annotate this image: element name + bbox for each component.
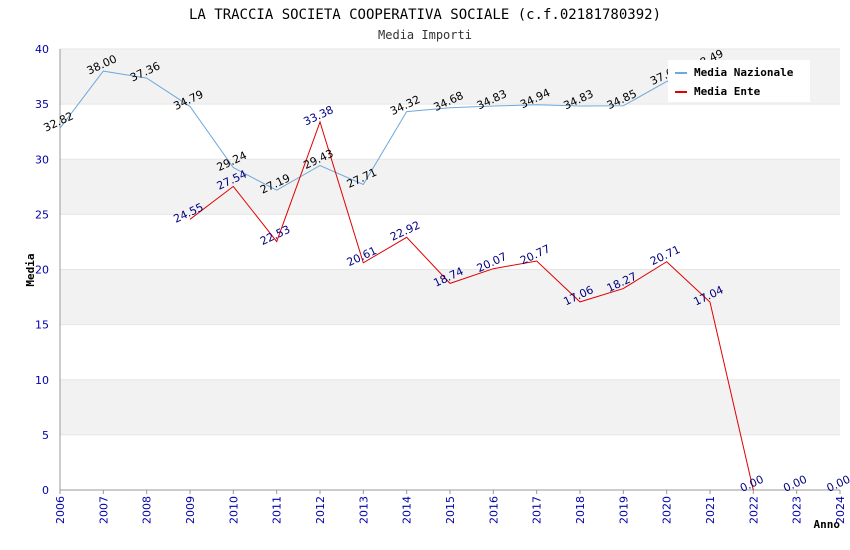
x-tick-label: 2012 [314, 496, 327, 524]
data-label: 0.00 [825, 473, 850, 495]
y-tick-label: 10 [35, 374, 49, 387]
grid-bands [60, 49, 840, 435]
x-tick-label: 2011 [271, 496, 284, 524]
x-tick-label: 2024 [834, 496, 847, 524]
y-tick-labels: 0 5 10 15 20 25 30 35 40 [35, 43, 49, 497]
x-tick-label: 2019 [617, 496, 630, 524]
x-tick-label: 2022 [747, 496, 760, 524]
y-tick-label: 20 [35, 264, 49, 277]
x-tick-label: 2016 [487, 496, 500, 524]
data-label: 20.71 [648, 243, 682, 268]
data-label: 20.61 [345, 244, 379, 269]
x-tick-label: 2009 [184, 496, 197, 524]
series-line-ente [189, 120, 754, 491]
chart-title: LA TRACCIA SOCIETA COOPERATIVA SOCIALE (… [189, 7, 661, 23]
x-tick-label: 2010 [227, 496, 240, 524]
y-tick-label: 30 [35, 153, 49, 166]
y-tick-label: 35 [35, 98, 49, 111]
x-tick-label: 2006 [54, 496, 67, 524]
y-tick-label: 0 [42, 484, 49, 497]
x-tick-label: 2023 [791, 496, 804, 524]
x-tick-label: 2008 [141, 496, 154, 524]
x-axis-label: Anno [814, 518, 841, 531]
grid-band [60, 379, 840, 435]
data-label: 0.00 [738, 473, 766, 495]
y-tick-label: 15 [35, 319, 49, 332]
grid-band [60, 269, 840, 325]
chart-subtitle: Media Importi [378, 28, 472, 42]
x-tick-label: 2007 [97, 496, 110, 524]
grid-band [60, 159, 840, 215]
y-tick-label: 5 [42, 429, 49, 442]
legend: Media Nazionale Media Ente [668, 60, 810, 102]
legend-label-nazionale: Media Nazionale [694, 66, 794, 79]
y-tick-label: 40 [35, 43, 49, 56]
x-tick-label: 2021 [704, 496, 717, 524]
data-label: 33.38 [301, 103, 335, 128]
series-lines [59, 65, 754, 491]
x-tick-label: 2017 [531, 496, 544, 524]
x-tick-label: 2013 [357, 496, 370, 524]
x-tick-label: 2014 [401, 496, 414, 524]
x-tick-label: 2015 [444, 496, 457, 524]
x-tick-label: 2020 [661, 496, 674, 524]
data-label: 22.92 [388, 219, 422, 244]
data-label: 22.53 [258, 223, 292, 248]
axes [59, 48, 841, 494]
x-tick-labels: 2006 2007 2008 2009 2010 2011 2012 2013 2014 2015… [54, 496, 847, 524]
y-axis-label: Media [24, 253, 37, 286]
data-label: 32.82 [41, 109, 75, 134]
legend-box [668, 60, 810, 102]
y-tick-label: 25 [35, 208, 49, 221]
data-label: 20.77 [518, 242, 552, 267]
legend-label-ente: Media Ente [694, 85, 761, 98]
data-label: 0.00 [781, 473, 809, 495]
x-tick-label: 2018 [574, 496, 587, 524]
series-line-nazionale [59, 65, 711, 191]
